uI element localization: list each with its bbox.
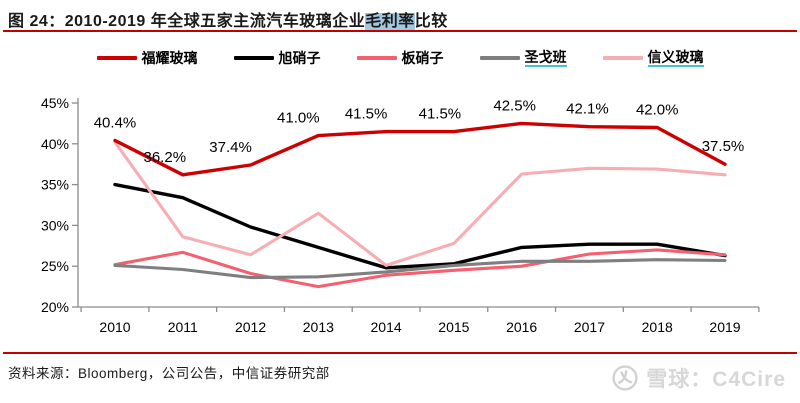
legend-item-agc: 旭硝子 [233, 50, 321, 66]
legend-label: 旭硝子 [278, 50, 321, 66]
svg-text:37.5%: 37.5% [702, 138, 745, 155]
svg-text:2017: 2017 [574, 319, 605, 335]
svg-text:41.0%: 41.0% [277, 110, 320, 127]
legend-item-nsg: 板硝子 [356, 50, 444, 66]
svg-text:40%: 40% [41, 136, 69, 152]
chart-legend: 福耀玻璃 旭硝子 板硝子 圣戈班 信义玻璃 [0, 49, 800, 67]
svg-text:2016: 2016 [506, 319, 537, 335]
svg-text:45%: 45% [41, 95, 69, 111]
svg-text:2010: 2010 [99, 319, 130, 335]
svg-text:2012: 2012 [235, 319, 266, 335]
legend-item-saint-gobain: 圣戈班 [479, 49, 567, 67]
legend-label: 板硝子 [401, 50, 444, 66]
svg-text:42.0%: 42.0% [636, 101, 679, 118]
legend-line-swatch [96, 56, 137, 60]
legend-item-xinyi: 信义玻璃 [602, 49, 704, 67]
xueqiu-logo-icon [612, 365, 638, 391]
svg-text:2015: 2015 [438, 319, 469, 335]
svg-text:25%: 25% [41, 258, 69, 274]
source-note: 资料来源：Bloomberg，公司公告，中信证券研究部 [8, 366, 330, 381]
footer-rule [3, 352, 797, 354]
svg-text:36.2%: 36.2% [144, 149, 187, 166]
svg-text:41.5%: 41.5% [345, 106, 388, 123]
svg-text:2019: 2019 [709, 319, 740, 335]
title-rule [3, 30, 797, 32]
svg-text:42.1%: 42.1% [566, 101, 609, 118]
svg-text:35%: 35% [41, 177, 69, 193]
legend-label: 信义玻璃 [647, 49, 704, 67]
legend-line-swatch [479, 56, 520, 60]
svg-text:40.4%: 40.4% [94, 115, 137, 132]
figure-title-highlight: 毛利率 [365, 13, 415, 30]
svg-text:2014: 2014 [371, 319, 402, 335]
figure-title-prefix: 图 24：2010-2019 年全球五家主流汽车玻璃企业 [8, 13, 366, 30]
watermark: 雪球：C4Cire [611, 363, 786, 393]
legend-item-fuyao: 福耀玻璃 [96, 50, 198, 66]
svg-text:2011: 2011 [168, 319, 198, 335]
gross-margin-line-chart: 45% 40% 35% 30% 25% 20% 2010 2011 2012 2013 2014 20… [41, 95, 760, 335]
legend-line-swatch [233, 56, 274, 60]
svg-text:30%: 30% [41, 217, 69, 233]
svg-text:2018: 2018 [642, 319, 673, 335]
svg-text:37.4%: 37.4% [209, 139, 252, 156]
legend-line-swatch [602, 56, 643, 60]
watermark-text: 雪球：C4Cire [646, 368, 786, 391]
figure-title-suffix: 比较 [414, 13, 448, 30]
legend-label: 福耀玻璃 [141, 50, 198, 66]
legend-label: 圣戈班 [524, 49, 567, 67]
svg-text:20%: 20% [41, 299, 69, 315]
legend-line-swatch [356, 56, 397, 60]
svg-text:42.5%: 42.5% [493, 97, 536, 114]
figure-title: 图 24：2010-2019 年全球五家主流汽车玻璃企业毛利率比较 [8, 7, 448, 31]
svg-text:41.5%: 41.5% [419, 106, 462, 123]
svg-text:2013: 2013 [303, 319, 334, 335]
